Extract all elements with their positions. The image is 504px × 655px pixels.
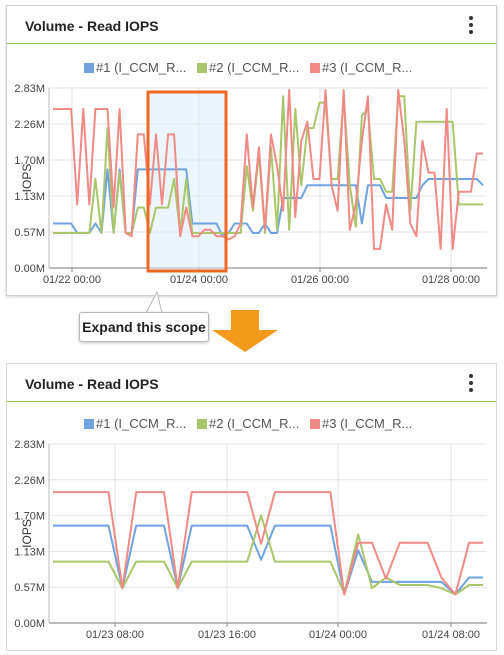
panel-header: Volume - Read IOPS — [7, 6, 496, 44]
x-tick-label: 01/22 00:00 — [43, 274, 101, 286]
down-arrow-icon — [212, 310, 278, 352]
legend-swatch-1 — [84, 63, 94, 73]
y-tick-label: 0.00M — [14, 618, 45, 630]
kebab-menu-icon[interactable] — [466, 16, 476, 34]
y-axis-label: IOPS — [20, 164, 34, 193]
legend-label-1: #1 (I_CCM_R... — [96, 60, 186, 75]
y-tick-label: 2.83M — [14, 439, 45, 451]
y-tick-label: 1.70M — [14, 155, 45, 167]
y-tick-label: 0.00M — [14, 263, 45, 275]
legend-swatch-2 — [197, 419, 207, 429]
legend-label-2: #2 (I_CCM_R... — [209, 416, 299, 431]
y-tick-label: 2.26M — [14, 475, 45, 487]
y-tick-label: 2.26M — [14, 119, 45, 131]
read-iops-chart[interactable]: #1 (I_CCM_R... #2 (I_CCM_R... #3 (I_CCM_R.… — [7, 6, 498, 297]
volume-read-iops-panel-expanded: Volume - Read IOPS #1 (I_CCM_R... #2 (I_C… — [6, 363, 497, 651]
y-tick-label: 1.13M — [14, 546, 45, 558]
y-tick-label: 1.13M — [14, 191, 45, 203]
x-tick-label: 01/28 00:00 — [422, 274, 480, 286]
kebab-menu-icon[interactable] — [466, 374, 476, 392]
connector-graphic — [145, 290, 278, 352]
legend-swatch-2 — [197, 63, 207, 73]
legend-label-3: #3 (I_CCM_R... — [322, 416, 412, 431]
x-tick-label: 01/24 00:00 — [170, 274, 228, 286]
x-tick-label: 01/26 00:00 — [291, 274, 349, 286]
expand-scope-callout: Expand this scope — [79, 312, 209, 342]
read-iops-chart-expanded[interactable]: #1 (I_CCM_R... #2 (I_CCM_R... #3 (I_CCM_R.… — [7, 364, 498, 652]
selected-scope-border — [146, 90, 228, 273]
series-3-line — [53, 88, 483, 250]
series-2-line — [53, 514, 483, 596]
legend-swatch-1 — [84, 419, 94, 429]
chart-legend: #1 (I_CCM_R... #2 (I_CCM_R... #3 (I_CCM_R.… — [84, 416, 412, 431]
y-tick-label: 0.57M — [14, 582, 45, 594]
y-tick-label: 1.70M — [14, 511, 45, 523]
x-tick-label: 01/24 08:00 — [422, 629, 480, 641]
y-tick-label: 0.57M — [14, 227, 45, 239]
legend-label-3: #3 (I_CCM_R... — [322, 60, 412, 75]
series-3-line — [53, 491, 483, 596]
panel-header: Volume - Read IOPS — [7, 364, 496, 402]
y-tick-label: 2.83M — [14, 83, 45, 95]
panel-title: Volume - Read IOPS — [25, 376, 159, 392]
legend-swatch-3 — [310, 63, 320, 73]
legend-swatch-3 — [310, 419, 320, 429]
x-tick-label: 01/24 00:00 — [309, 629, 367, 641]
legend-label-2: #2 (I_CCM_R... — [209, 60, 299, 75]
y-axis-label: IOPS — [20, 519, 34, 548]
volume-read-iops-panel: Volume - Read IOPS #1 (I_CCM_R... #2 (I_C… — [6, 5, 497, 296]
x-tick-label: 01/23 08:00 — [86, 629, 144, 641]
x-tick-label: 01/23 16:00 — [198, 629, 256, 641]
chart-legend: #1 (I_CCM_R... #2 (I_CCM_R... #3 (I_CCM_R.… — [84, 60, 412, 75]
panel-title: Volume - Read IOPS — [25, 18, 159, 34]
legend-label-1: #1 (I_CCM_R... — [96, 416, 186, 431]
callout-pointer — [145, 290, 163, 314]
